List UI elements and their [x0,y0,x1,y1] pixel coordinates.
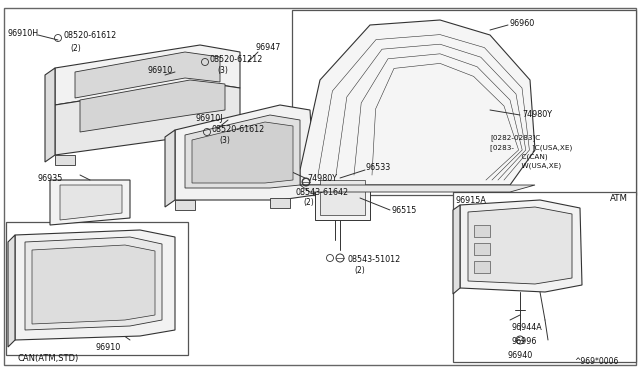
Polygon shape [468,207,572,284]
Polygon shape [55,155,75,165]
Polygon shape [25,237,162,330]
Text: 08520-61612: 08520-61612 [63,31,116,39]
Bar [453,192,636,362]
Polygon shape [315,175,370,220]
Text: 74980Y: 74980Y [307,173,337,183]
Text: 96910: 96910 [148,65,173,74]
Text: 96910J: 96910J [195,113,223,122]
Text: CAN(ATM,STD): CAN(ATM,STD) [18,353,79,362]
Polygon shape [55,45,240,105]
Text: 96940: 96940 [508,352,533,360]
Text: 96910H: 96910H [8,29,39,38]
Bar [292,10,636,195]
Text: 96915A: 96915A [456,196,487,205]
Text: [0283-        ]C(USA,XE): [0283- ]C(USA,XE) [490,145,572,151]
Text: (2): (2) [70,44,81,52]
Text: (3): (3) [217,65,228,74]
Text: (2): (2) [303,198,314,206]
Polygon shape [474,225,490,237]
Text: ATM: ATM [610,193,628,202]
Polygon shape [453,205,460,294]
Text: 96944A: 96944A [512,324,543,333]
Text: 96947: 96947 [255,42,280,51]
Text: 96996: 96996 [512,337,538,346]
Text: (2): (2) [354,266,365,275]
Polygon shape [320,180,365,215]
Text: 74980Y: 74980Y [522,109,552,119]
Polygon shape [60,185,122,220]
Text: 08543-51012: 08543-51012 [348,256,401,264]
Polygon shape [50,180,130,225]
Polygon shape [32,245,155,324]
Text: W(USA,XE): W(USA,XE) [490,163,561,169]
Polygon shape [55,82,240,155]
Polygon shape [300,185,535,192]
Polygon shape [45,68,55,162]
Text: 96515: 96515 [392,205,417,215]
Text: 96910: 96910 [95,343,120,353]
Polygon shape [460,200,582,292]
Polygon shape [8,235,15,347]
Text: [0282-0283]C: [0282-0283]C [490,135,540,141]
Polygon shape [190,135,210,145]
Text: 96960: 96960 [510,19,535,28]
Text: ^969*0006: ^969*0006 [574,357,618,366]
Text: 08520-61212: 08520-61212 [210,55,264,64]
Text: (3): (3) [219,135,230,144]
Polygon shape [185,115,300,188]
Polygon shape [474,261,490,273]
Polygon shape [80,80,225,132]
Bar [6,222,188,355]
Polygon shape [474,243,490,255]
Text: 08543-61642: 08543-61642 [296,187,349,196]
Polygon shape [75,52,220,98]
Text: 08520-61612: 08520-61612 [212,125,265,134]
Polygon shape [165,130,175,207]
Polygon shape [175,200,195,210]
Text: 96533: 96533 [365,163,390,171]
Polygon shape [192,122,293,183]
Polygon shape [15,230,175,340]
Text: C(CAN): C(CAN) [490,154,548,160]
Polygon shape [270,198,290,208]
Polygon shape [300,20,535,185]
Text: 96935: 96935 [38,173,63,183]
Polygon shape [175,105,315,200]
